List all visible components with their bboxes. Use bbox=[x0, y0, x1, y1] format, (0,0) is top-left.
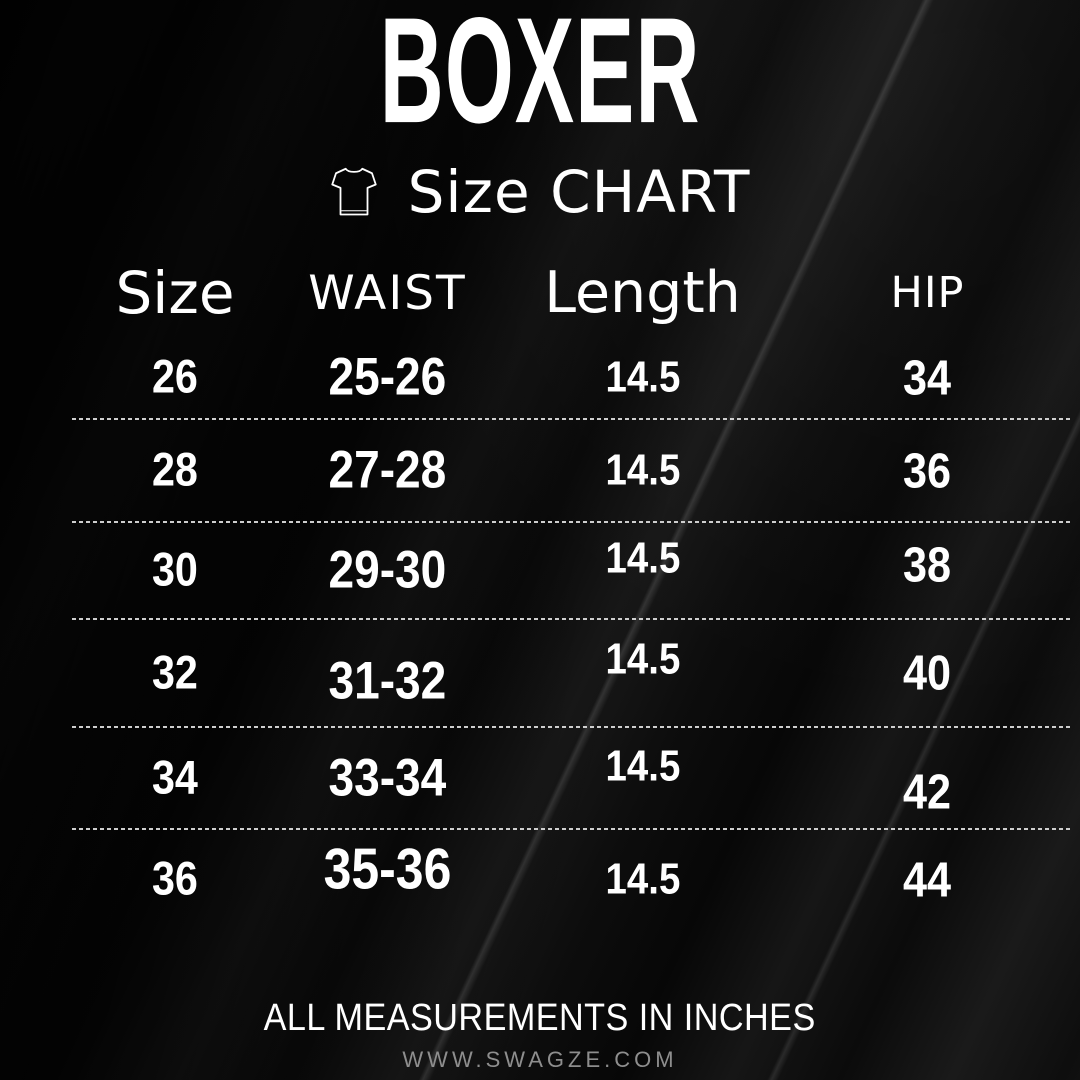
column-header-length: Length bbox=[544, 260, 741, 326]
subtitle-row: Size CHART bbox=[0, 156, 1080, 228]
website-url: WWW.SWAGZE.COM bbox=[402, 1047, 678, 1072]
table-row: 28 27-28 14.5 36 bbox=[70, 418, 1071, 522]
table-row: 26 25-26 14.5 34 bbox=[70, 336, 1065, 419]
tshirt-icon bbox=[330, 160, 378, 224]
column-header-waist: WAIST bbox=[308, 265, 467, 321]
cell-hip: 36 bbox=[903, 441, 952, 498]
column-header-hip: HIP bbox=[890, 268, 965, 318]
table-header-row: Size WAIST Length HIP bbox=[70, 250, 1065, 336]
cell-waist: 31-32 bbox=[328, 651, 447, 711]
cell-size: 30 bbox=[152, 543, 198, 597]
table-row: 34 33-34 14.5 42 bbox=[70, 726, 1071, 829]
page-title: BOXER bbox=[0, 0, 1080, 155]
cell-size: 28 bbox=[152, 443, 198, 497]
table-row: 30 29-30 14.5 38 bbox=[70, 521, 1071, 619]
cell-length: 14.5 bbox=[605, 634, 680, 683]
cell-size: 32 bbox=[152, 646, 198, 699]
measurements-note-text: ALL MEASUREMENTS IN INCHES bbox=[263, 997, 817, 1039]
cell-waist: 25-26 bbox=[328, 348, 447, 407]
cell-hip: 38 bbox=[903, 535, 952, 592]
chart-subtitle: Size CHART bbox=[407, 158, 751, 226]
page-title-text: BOXER bbox=[379, 0, 701, 155]
cell-length: 14.5 bbox=[605, 352, 680, 402]
cell-waist: 27-28 bbox=[328, 441, 447, 500]
size-table: Size WAIST Length HIP 26 25-26 14.5 34 2… bbox=[70, 250, 1071, 930]
cell-hip: 40 bbox=[903, 644, 952, 701]
cell-length: 14.5 bbox=[605, 854, 680, 904]
column-header-size: Size bbox=[115, 259, 235, 327]
cell-length: 14.5 bbox=[605, 533, 680, 583]
cell-waist: 29-30 bbox=[328, 541, 447, 600]
cell-waist: 35-36 bbox=[323, 837, 452, 902]
cell-hip: 34 bbox=[903, 348, 952, 405]
cell-hip: 42 bbox=[903, 763, 952, 820]
cell-length: 14.5 bbox=[605, 741, 680, 790]
cell-waist: 33-34 bbox=[328, 748, 447, 808]
cell-size: 26 bbox=[152, 350, 198, 404]
table-row: 32 31-32 14.5 40 bbox=[70, 618, 1071, 727]
cell-length: 14.5 bbox=[605, 445, 680, 495]
cell-size: 34 bbox=[152, 751, 198, 804]
cell-size: 36 bbox=[152, 852, 198, 906]
measurements-note: ALL MEASUREMENTS IN INCHES bbox=[0, 998, 1080, 1038]
poster-footer: ALL MEASUREMENTS IN INCHES WWW.SWAGZE.CO… bbox=[0, 998, 1080, 1073]
cell-hip: 44 bbox=[903, 850, 952, 907]
table-row: 36 35-36 14.5 44 bbox=[70, 828, 1071, 930]
